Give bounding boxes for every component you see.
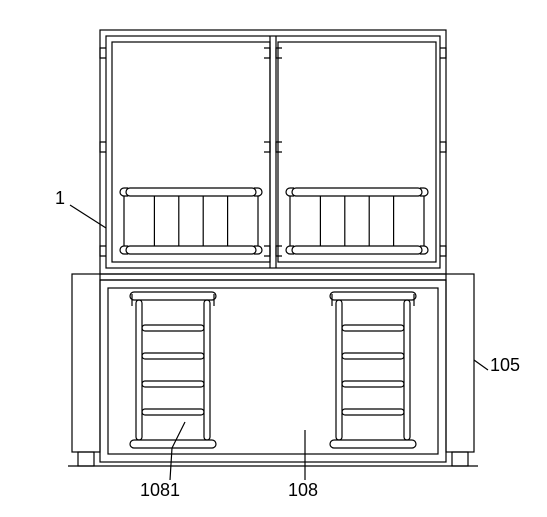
label-1: 1	[55, 188, 65, 209]
label-105: 105	[490, 355, 520, 376]
technical-drawing	[0, 0, 547, 517]
label-1081: 1081	[140, 480, 180, 501]
label-108: 108	[288, 480, 318, 501]
